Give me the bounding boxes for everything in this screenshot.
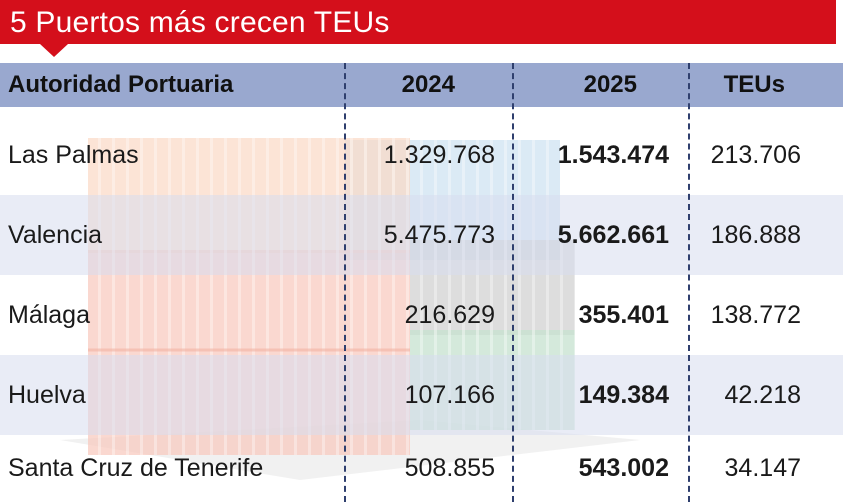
title-banner: 5 Puertos más crecen TEUs: [0, 0, 836, 44]
value-2024: 1.329.768: [383, 140, 495, 169]
port-name: Málaga: [8, 300, 90, 329]
table-row: Huelva 107.166 149.384 42.218: [0, 355, 843, 435]
value-teus: 213.706: [710, 140, 801, 169]
table-row: Las Palmas 1.329.768 1.543.474 213.706: [0, 115, 843, 195]
value-2025: 1.543.474: [557, 140, 669, 169]
header-2024: 2024: [401, 71, 455, 98]
chart-title: 5 Puertos más crecen TEUs: [10, 6, 390, 39]
port-name: Las Palmas: [8, 140, 139, 169]
table-row: Santa Cruz de Tenerife 508.855 543.002 3…: [0, 435, 843, 502]
value-teus: 42.218: [724, 380, 801, 409]
header-2025: 2025: [583, 71, 637, 98]
value-2025: 5.662.661: [557, 220, 669, 249]
port-name: Valencia: [8, 220, 103, 249]
value-2024: 508.855: [404, 454, 495, 482]
value-teus: 186.888: [710, 220, 801, 249]
value-teus: 138.772: [710, 300, 801, 329]
port-name: Huelva: [8, 380, 86, 409]
value-2024: 107.166: [404, 380, 495, 409]
table-row: Málaga 216.629 355.401 138.772: [0, 275, 843, 355]
value-teus: 34.147: [724, 454, 801, 482]
header-teus: TEUs: [723, 71, 785, 98]
port-name: Santa Cruz de Tenerife: [8, 454, 264, 482]
value-2025: 543.002: [578, 454, 669, 482]
table-header: Autoridad Portuaria 2024 2025 TEUs: [0, 63, 843, 107]
value-2025: 355.401: [578, 300, 669, 329]
column-divider: [344, 63, 346, 502]
value-2024: 216.629: [404, 300, 495, 329]
value-2025: 149.384: [578, 380, 669, 409]
value-2024: 5.475.773: [383, 220, 495, 249]
column-divider: [512, 63, 514, 502]
column-divider: [688, 63, 690, 502]
title-pointer: [40, 44, 68, 57]
header-port: Autoridad Portuaria: [8, 71, 234, 98]
table-row: Valencia 5.475.773 5.662.661 186.888: [0, 195, 843, 275]
